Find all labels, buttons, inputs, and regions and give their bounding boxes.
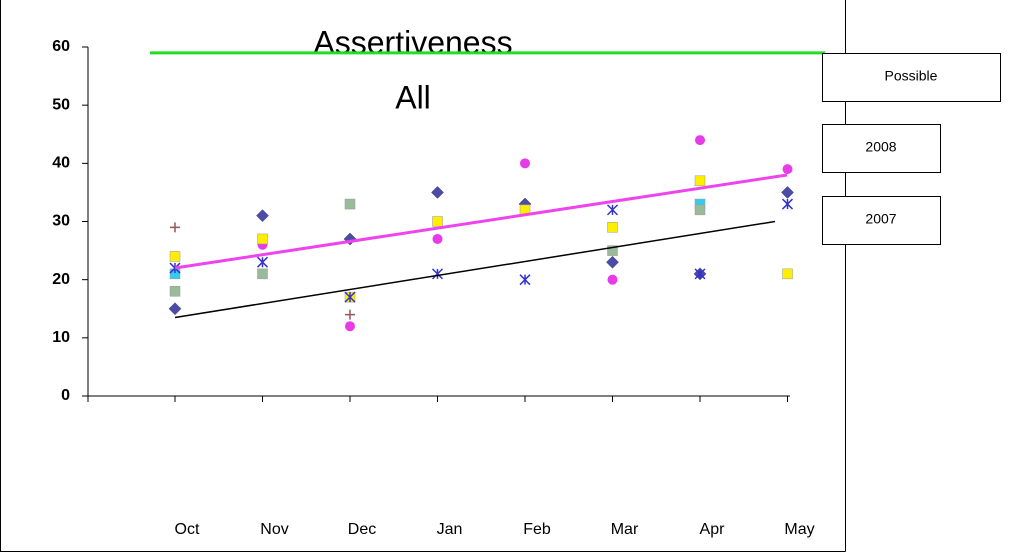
x-tick-label: Oct bbox=[175, 521, 200, 538]
x-tick-label: Dec bbox=[348, 521, 376, 538]
legend-label: 2007 bbox=[865, 211, 896, 227]
y-tick-label: 0 bbox=[61, 387, 70, 404]
point bbox=[431, 268, 444, 280]
chart-title: Assertiveness bbox=[313, 24, 512, 60]
trend-line bbox=[174, 173, 788, 270]
point bbox=[170, 222, 180, 233]
point bbox=[607, 222, 618, 233]
point bbox=[520, 158, 530, 169]
x-tick-label: Jan bbox=[437, 521, 463, 538]
legend-label: 2008 bbox=[865, 139, 896, 155]
y-tick-label: 10 bbox=[52, 329, 70, 346]
point bbox=[257, 268, 268, 280]
x-tick-label: May bbox=[784, 521, 814, 538]
legend-box bbox=[822, 124, 941, 173]
point bbox=[694, 175, 706, 187]
y-tick-label: 40 bbox=[52, 155, 70, 172]
point bbox=[432, 216, 443, 227]
point bbox=[694, 204, 706, 216]
point bbox=[781, 198, 794, 210]
point bbox=[782, 164, 793, 175]
point bbox=[345, 321, 355, 332]
point bbox=[169, 251, 181, 262]
point bbox=[695, 135, 705, 146]
point bbox=[344, 291, 356, 303]
legend-box bbox=[822, 196, 941, 245]
point bbox=[694, 268, 706, 280]
point bbox=[169, 286, 181, 297]
point bbox=[607, 274, 618, 285]
x-tick-label: Mar bbox=[611, 521, 639, 538]
point bbox=[606, 255, 619, 269]
point bbox=[345, 309, 355, 320]
point bbox=[781, 186, 794, 199]
y-tick-label: 50 bbox=[52, 96, 70, 113]
point bbox=[256, 209, 269, 223]
y-tick-label: 20 bbox=[52, 271, 70, 288]
legend-label: Possible bbox=[885, 68, 938, 84]
legend-box bbox=[822, 53, 1001, 102]
x-tick-label: Nov bbox=[260, 521, 288, 538]
point bbox=[256, 256, 269, 268]
point bbox=[432, 233, 443, 244]
x-tick-label: Apr bbox=[700, 521, 726, 538]
point bbox=[168, 302, 182, 316]
point bbox=[257, 233, 268, 245]
trend-line bbox=[174, 220, 776, 319]
point bbox=[519, 274, 531, 286]
x-tick-label: Feb bbox=[523, 521, 551, 538]
y-tick-label: 30 bbox=[52, 213, 70, 230]
y-tick-label: 60 bbox=[52, 38, 70, 55]
point bbox=[344, 198, 356, 210]
chart-subtitle: All bbox=[395, 79, 431, 115]
point bbox=[431, 186, 444, 199]
point bbox=[606, 204, 619, 216]
point bbox=[607, 245, 618, 256]
point bbox=[782, 268, 793, 280]
